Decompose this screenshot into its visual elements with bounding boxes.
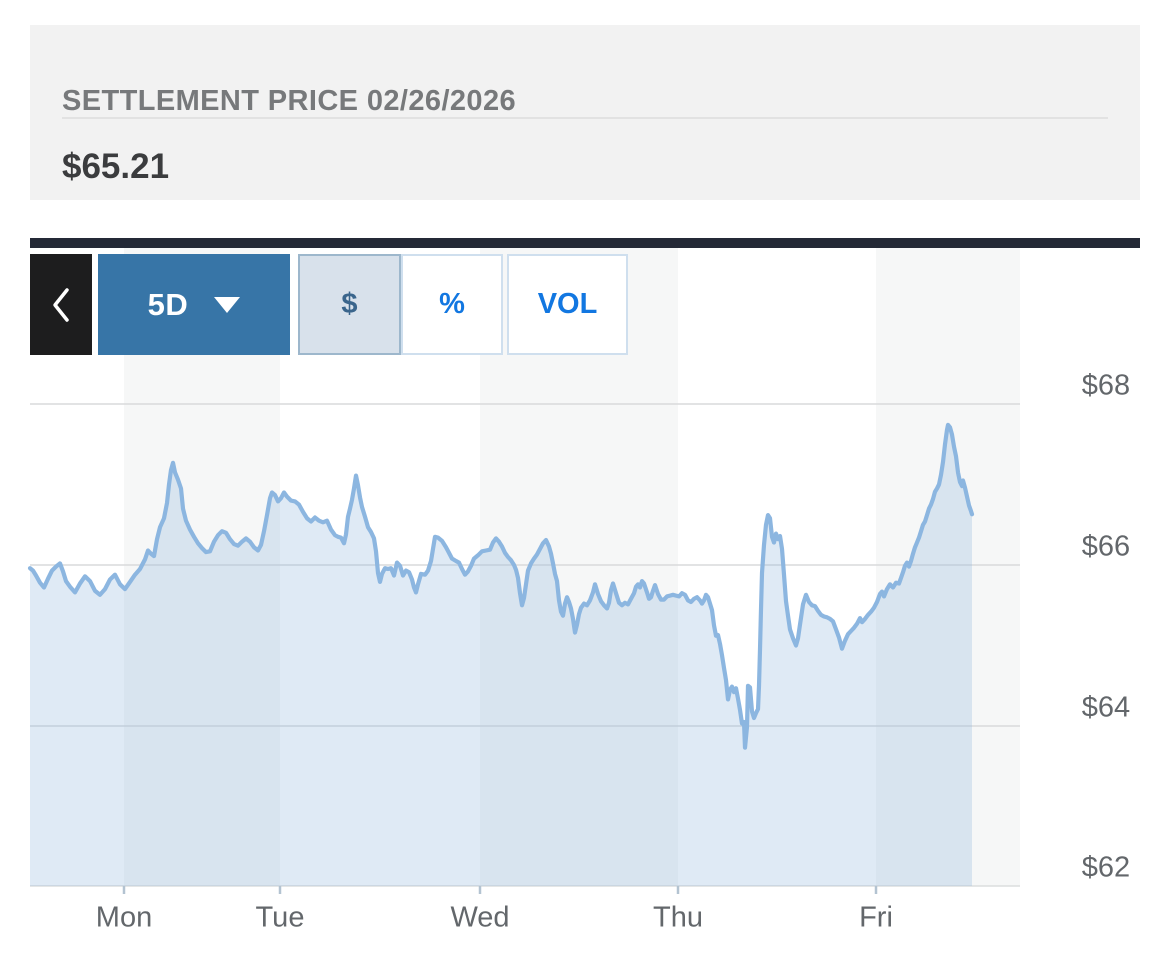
y-axis-label: $66 [1082, 531, 1130, 563]
x-axis-label: Wed [450, 902, 509, 934]
session-band [876, 248, 1020, 886]
x-axis-label: Mon [96, 902, 152, 934]
x-axis-label: Tue [256, 902, 305, 934]
back-button[interactable] [30, 254, 92, 355]
chevron-left-icon [53, 287, 69, 322]
caret-down-icon [214, 296, 241, 313]
range-dropdown[interactable]: 5D [98, 254, 290, 355]
summary-card: SETTLEMENT PRICE 02/26/2026 $65.21 [30, 25, 1140, 200]
y-axis-label: $64 [1082, 692, 1130, 724]
toggle-vol-button[interactable]: VOL [507, 254, 628, 355]
x-axis-label: Fri [859, 902, 893, 934]
section-divider-bar [30, 238, 1140, 248]
chart-toolbar: 5D $ % VOL [30, 254, 628, 356]
toggle-dollar-button[interactable]: $ [298, 254, 401, 355]
unit-toggle-group: $ % VOL [298, 254, 628, 355]
x-axis-label: Thu [653, 902, 703, 934]
title-divider [62, 117, 1108, 119]
price-line [27, 422, 975, 750]
settlement-price: $65.21 [62, 147, 170, 186]
price-area-fill [30, 424, 972, 886]
y-axis-label: $68 [1082, 370, 1130, 402]
toggle-percent-button[interactable]: % [401, 254, 503, 355]
settlement-title: SETTLEMENT PRICE 02/26/2026 [62, 85, 517, 118]
range-label: 5D [147, 286, 189, 322]
y-axis-label: $62 [1082, 852, 1130, 884]
